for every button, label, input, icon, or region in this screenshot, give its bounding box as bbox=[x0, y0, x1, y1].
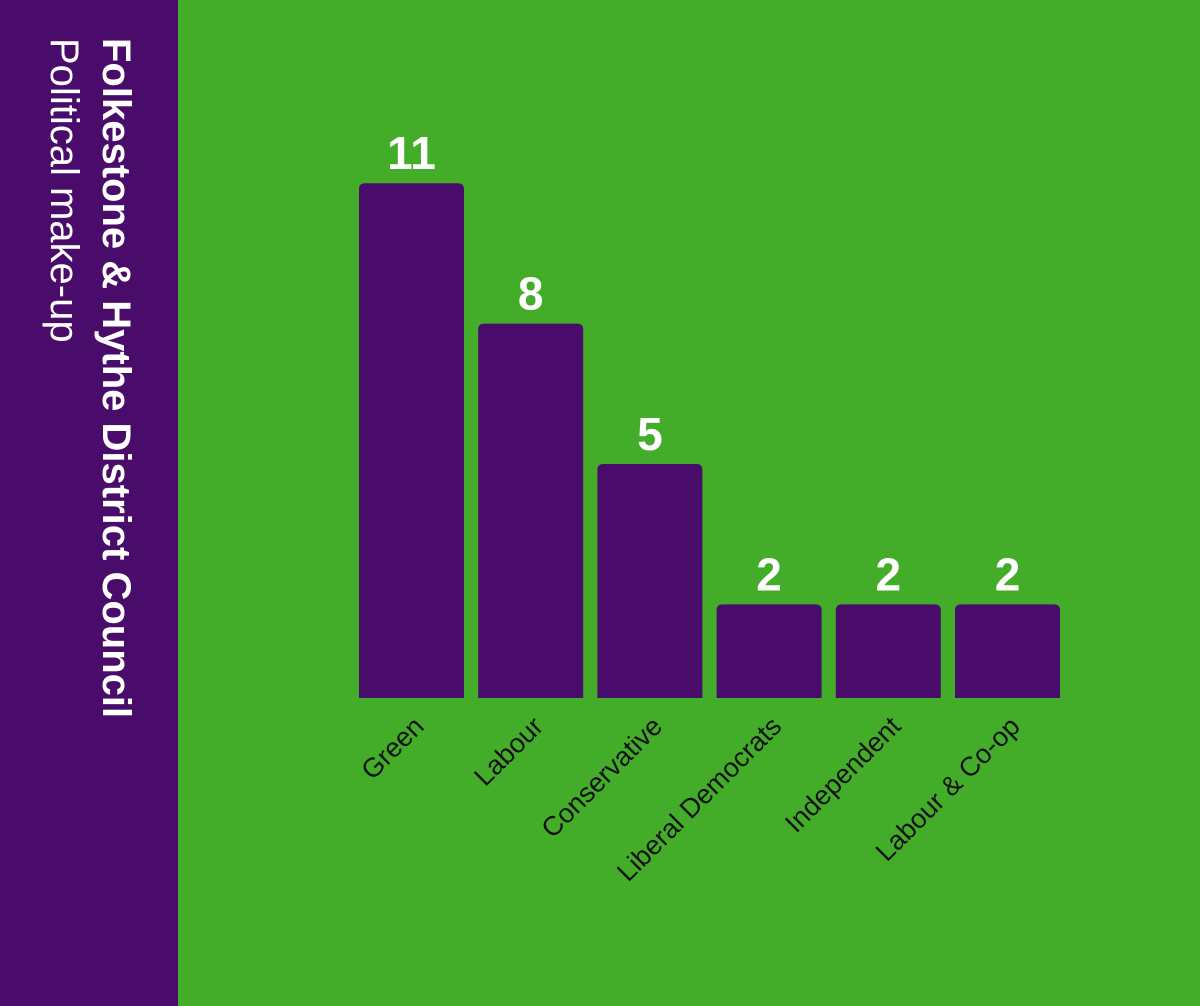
title-sidebar: Folkestone & Hythe District Council Poli… bbox=[0, 0, 178, 1006]
value-label: 2 bbox=[876, 548, 902, 600]
bar-labour-co-op bbox=[955, 604, 1060, 698]
bar-green bbox=[359, 183, 464, 698]
category-label: Conservative bbox=[536, 711, 669, 844]
value-label: 2 bbox=[995, 548, 1021, 600]
value-label: 2 bbox=[756, 548, 782, 600]
chart-title: Folkestone & Hythe District Council bbox=[94, 38, 138, 719]
bar-conservative bbox=[597, 464, 703, 698]
value-label: 11 bbox=[387, 127, 436, 179]
chart-subtitle: Political make-up bbox=[42, 38, 86, 343]
bar-labour bbox=[478, 323, 584, 698]
category-label: Labour bbox=[468, 711, 549, 792]
title-block: Folkestone & Hythe District Council Poli… bbox=[0, 0, 178, 1006]
category-label: Green bbox=[355, 711, 429, 785]
bar-liberal-democrats bbox=[716, 604, 822, 698]
chart-area: 11 Green 8 Labour 5 Conservative 2 Liberal Demo… bbox=[178, 0, 1200, 1006]
value-label: 8 bbox=[518, 268, 544, 320]
value-label: 5 bbox=[637, 408, 663, 460]
bar-independent bbox=[835, 604, 941, 698]
category-label: Independent bbox=[779, 711, 907, 839]
